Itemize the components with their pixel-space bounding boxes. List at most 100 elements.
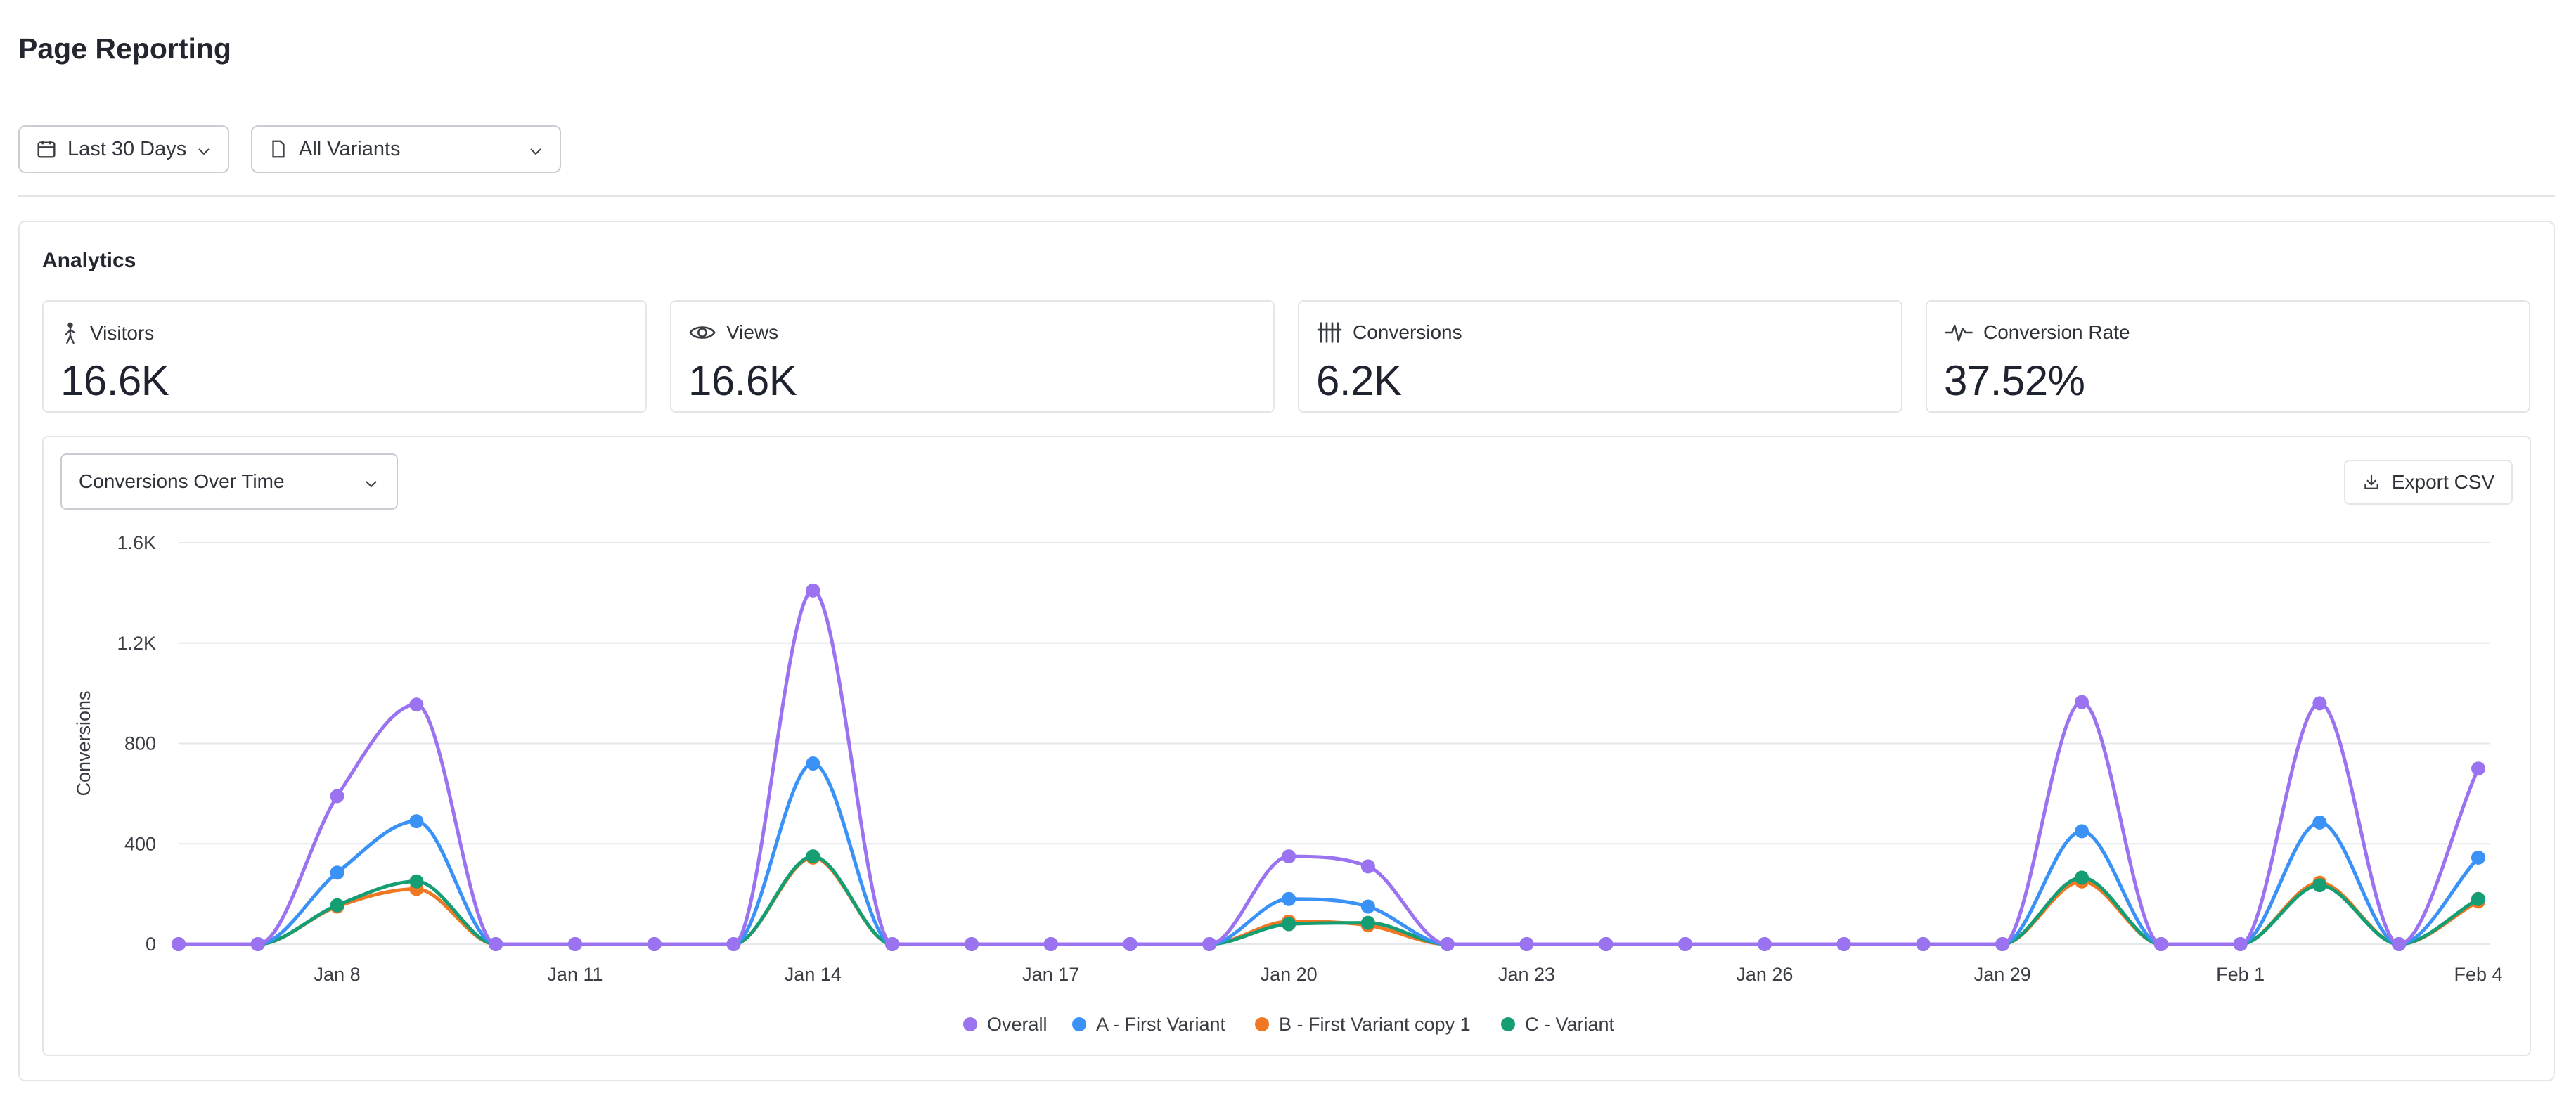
data-point bbox=[2312, 878, 2327, 893]
date-range-label: Last 30 Days bbox=[67, 137, 187, 160]
x-tick-label: Feb 4 bbox=[2454, 964, 2502, 985]
person-walking-icon bbox=[65, 322, 76, 344]
legend-label: B - First Variant copy 1 bbox=[1279, 1014, 1471, 1035]
stat-card-views: Views 16.6K bbox=[670, 300, 1275, 413]
data-point bbox=[2471, 850, 2485, 865]
data-point bbox=[2471, 761, 2485, 776]
legend-label: A - First Variant bbox=[1096, 1014, 1226, 1035]
data-point bbox=[409, 814, 424, 829]
data-point bbox=[647, 937, 662, 951]
variant-label: All Variants bbox=[299, 137, 401, 160]
variant-dropdown[interactable]: All Variants bbox=[251, 125, 561, 173]
x-tick-label: Jan 20 bbox=[1261, 964, 1318, 985]
export-csv-label: Export CSV bbox=[2391, 471, 2495, 493]
data-point bbox=[806, 849, 820, 864]
data-point bbox=[2075, 824, 2089, 839]
y-tick-label: 400 bbox=[124, 833, 156, 854]
data-point bbox=[885, 937, 900, 951]
stat-label: Visitors bbox=[90, 322, 155, 344]
metric-dropdown[interactable]: Conversions Over Time bbox=[60, 453, 398, 510]
data-point bbox=[1519, 937, 1534, 951]
calendar-icon bbox=[35, 138, 58, 160]
metric-dropdown-label: Conversions Over Time bbox=[79, 470, 285, 492]
data-point bbox=[409, 697, 424, 712]
x-tick-label: Jan 14 bbox=[785, 964, 842, 985]
stat-card-visitors: Visitors 16.6K bbox=[42, 300, 647, 413]
data-point bbox=[172, 937, 186, 951]
data-point bbox=[567, 937, 582, 951]
x-tick-label: Jan 23 bbox=[1498, 964, 1555, 985]
data-point bbox=[2075, 695, 2089, 709]
legend-marker bbox=[1255, 1017, 1269, 1031]
data-point bbox=[2312, 815, 2327, 830]
date-range-dropdown[interactable]: Last 30 Days bbox=[18, 125, 229, 173]
chevron-down-icon bbox=[195, 142, 212, 165]
data-point bbox=[409, 874, 424, 889]
chevron-down-icon bbox=[363, 475, 380, 497]
data-point bbox=[2075, 870, 2089, 885]
legend-marker bbox=[1501, 1017, 1515, 1031]
data-point bbox=[1202, 937, 1217, 951]
x-tick-label: Feb 1 bbox=[2216, 964, 2265, 985]
y-axis-label: Conversions bbox=[73, 690, 94, 796]
stat-value: 16.6K bbox=[60, 357, 169, 404]
data-point bbox=[1282, 849, 1296, 864]
data-point bbox=[1282, 891, 1296, 906]
data-point bbox=[1360, 859, 1375, 874]
data-point bbox=[1360, 899, 1375, 914]
header-divider bbox=[18, 195, 2555, 197]
export-csv-button[interactable]: Export CSV bbox=[2344, 460, 2513, 505]
tally-icon bbox=[1317, 322, 1342, 343]
y-tick-label: 1.2K bbox=[117, 633, 156, 654]
x-tick-label: Jan 26 bbox=[1736, 964, 1793, 985]
legend-label: Overall bbox=[987, 1014, 1048, 1035]
data-point bbox=[1995, 937, 2010, 951]
chart-card bbox=[42, 436, 2531, 1056]
page-title: Page Reporting bbox=[18, 32, 231, 65]
data-point bbox=[1678, 937, 1693, 951]
analytics-title: Analytics bbox=[42, 249, 136, 272]
legend-marker bbox=[1072, 1017, 1086, 1031]
data-point bbox=[1282, 917, 1296, 932]
eye-icon bbox=[689, 326, 716, 339]
data-point bbox=[1043, 937, 1058, 951]
data-point bbox=[250, 937, 265, 951]
data-point bbox=[806, 756, 820, 771]
data-point bbox=[330, 865, 344, 880]
data-point bbox=[806, 583, 820, 598]
x-tick-label: Jan 17 bbox=[1022, 964, 1079, 985]
x-tick-label: Jan 8 bbox=[314, 964, 361, 985]
stat-label: Conversions bbox=[1353, 321, 1462, 343]
stat-value: 37.52% bbox=[1944, 357, 2085, 404]
data-point bbox=[1757, 937, 1772, 951]
legend-marker bbox=[963, 1017, 977, 1031]
y-tick-label: 1.6K bbox=[117, 532, 156, 553]
series-line bbox=[179, 761, 2480, 946]
download-icon bbox=[2364, 475, 2378, 489]
data-point bbox=[2153, 937, 2168, 951]
data-point bbox=[726, 937, 741, 951]
data-point bbox=[1360, 915, 1375, 930]
data-point bbox=[330, 898, 344, 913]
x-tick-label: Jan 11 bbox=[547, 964, 603, 985]
file-icon bbox=[268, 138, 289, 160]
data-point bbox=[1123, 937, 1138, 951]
stat-value: 6.2K bbox=[1316, 357, 1402, 404]
legend-label: C - Variant bbox=[1525, 1014, 1615, 1035]
stat-label: Views bbox=[726, 321, 779, 343]
stat-value: 16.6K bbox=[688, 357, 797, 404]
data-point bbox=[489, 937, 503, 951]
y-tick-label: 0 bbox=[146, 934, 156, 955]
data-point bbox=[2471, 891, 2485, 906]
data-point bbox=[2233, 937, 2248, 951]
data-point bbox=[1836, 937, 1851, 951]
y-tick-label: 800 bbox=[124, 733, 156, 754]
data-point bbox=[1916, 937, 1931, 951]
stat-card-conversion-rate: Conversion Rate 37.52% bbox=[1926, 300, 2530, 413]
stat-card-conversions: Conversions 6.2K bbox=[1298, 300, 1902, 413]
data-point bbox=[2312, 696, 2327, 711]
data-point bbox=[330, 789, 344, 804]
data-point bbox=[2392, 937, 2407, 951]
data-point bbox=[1440, 937, 1455, 951]
